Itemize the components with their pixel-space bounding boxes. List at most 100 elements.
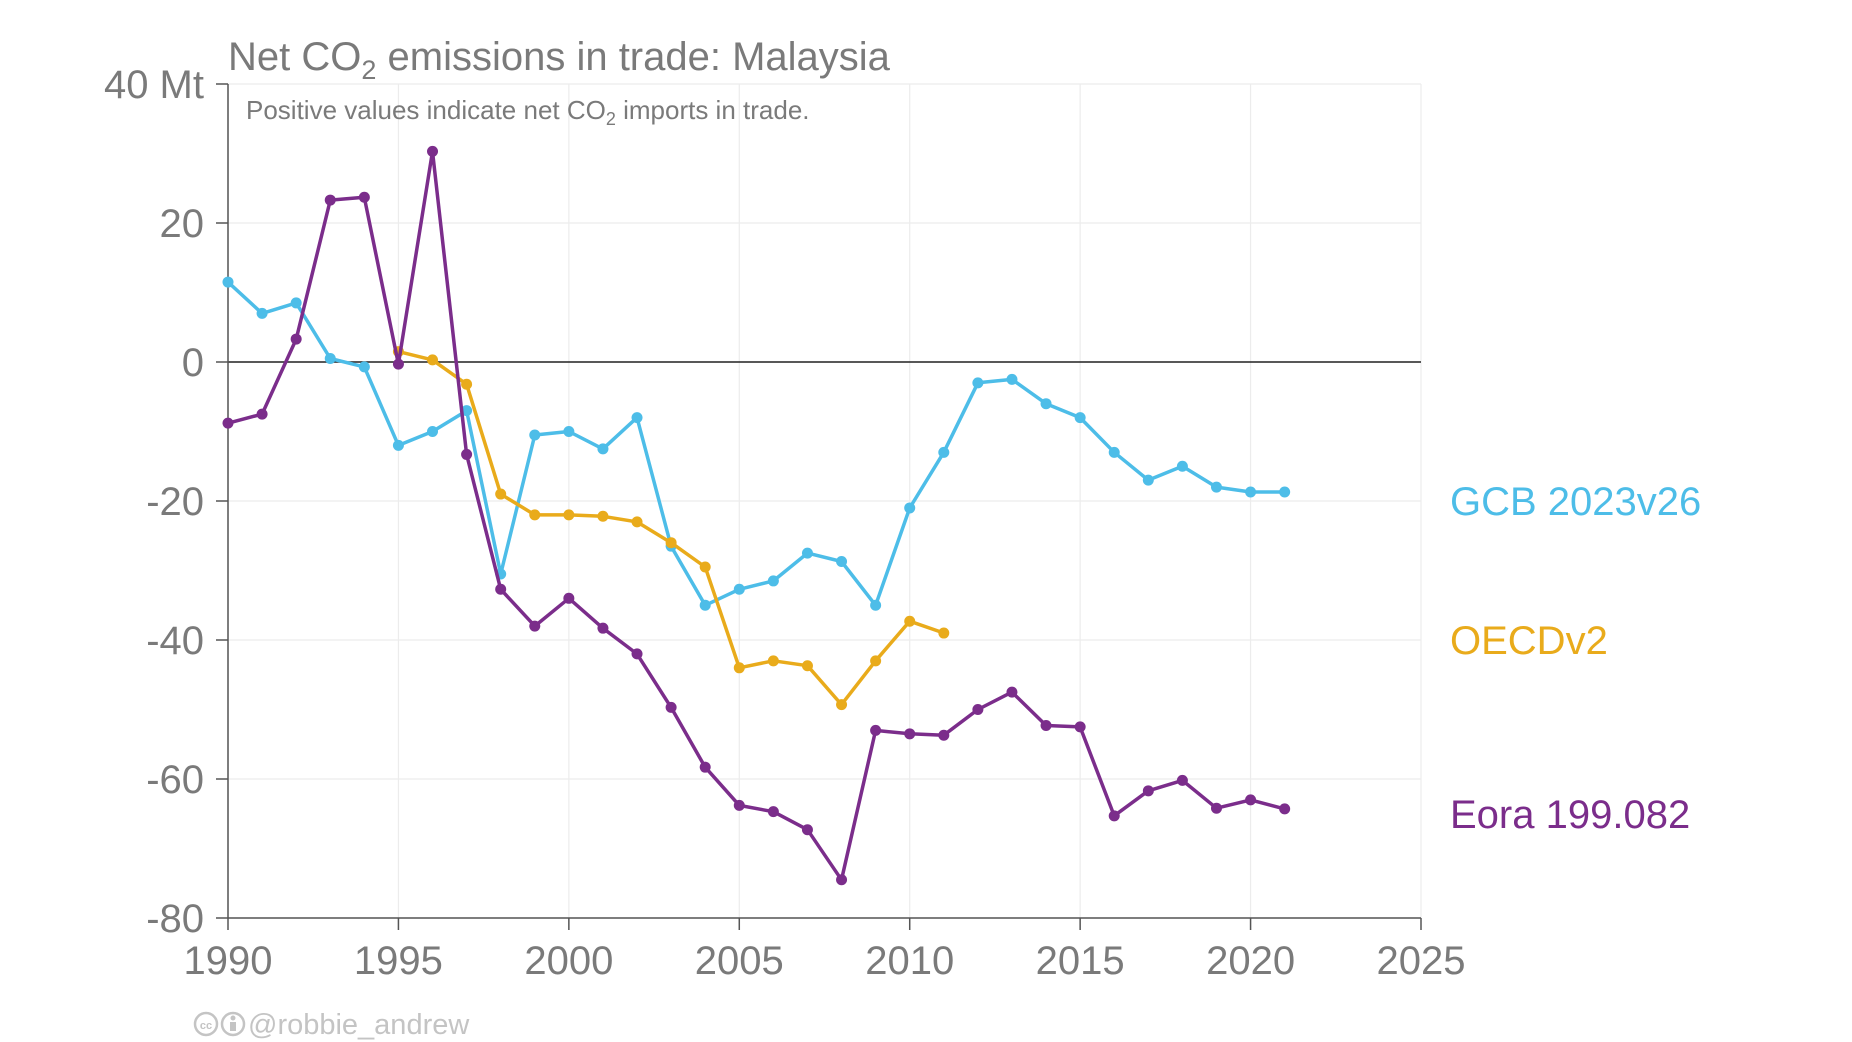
data-point-eora-199-082 — [358, 191, 370, 203]
data-point-oecdv2 — [767, 655, 779, 667]
data-point-gcb-2023v26 — [1074, 412, 1086, 424]
data-point-eora-199-082 — [904, 728, 916, 740]
data-point-gcb-2023v26 — [427, 426, 439, 437]
series-gcb-2023v26 — [222, 276, 1291, 611]
data-point-eora-199-082 — [1176, 774, 1188, 786]
y-tick-label: -80 — [146, 897, 204, 941]
x-tick-label: 2020 — [1206, 939, 1295, 983]
attribution-icon — [220, 1011, 246, 1037]
data-point-oecdv2 — [733, 662, 745, 674]
data-point-gcb-2023v26 — [870, 599, 882, 611]
data-point-eora-199-082 — [256, 408, 268, 420]
y-tick-label: 20 — [160, 202, 205, 246]
data-point-oecdv2 — [699, 561, 711, 573]
data-point-eora-199-082 — [1040, 719, 1052, 731]
data-point-oecdv2 — [495, 488, 507, 500]
data-point-gcb-2023v26 — [222, 276, 234, 288]
data-point-eora-199-082 — [563, 592, 575, 604]
x-tick-label: 2010 — [865, 939, 954, 983]
data-point-oecdv2 — [870, 655, 882, 667]
data-point-eora-199-082 — [938, 729, 950, 741]
cc-icon-text: cc — [200, 1020, 212, 1032]
data-point-gcb-2023v26 — [767, 575, 779, 587]
y-tick-label: -20 — [146, 480, 204, 524]
data-point-gcb-2023v26 — [1245, 486, 1257, 498]
series — [222, 145, 1291, 886]
data-point-gcb-2023v26 — [1040, 398, 1052, 410]
series-label-oecdv2: OECDv2 — [1450, 619, 1608, 663]
data-point-eora-199-082 — [836, 874, 848, 886]
x-tick-label: 1990 — [184, 939, 273, 983]
data-point-eora-199-082 — [733, 799, 745, 811]
data-point-eora-199-082 — [631, 648, 643, 660]
data-point-eora-199-082 — [222, 417, 234, 429]
data-point-gcb-2023v26 — [938, 446, 950, 458]
x-tick-label: 2015 — [1036, 939, 1125, 983]
data-point-gcb-2023v26 — [529, 429, 541, 441]
data-point-gcb-2023v26 — [597, 443, 609, 455]
chart-subtitle: Positive values indicate net CO2 imports… — [246, 95, 810, 129]
data-point-eora-199-082 — [290, 333, 302, 345]
data-point-gcb-2023v26 — [1279, 486, 1291, 498]
data-point-gcb-2023v26 — [1176, 460, 1188, 472]
data-point-eora-199-082 — [870, 724, 882, 736]
y-tick-label: 0 — [182, 341, 204, 385]
attribution-icon-body — [230, 1022, 236, 1031]
data-point-eora-199-082 — [392, 358, 404, 370]
credit-label: @robbie_andrew — [248, 1009, 470, 1041]
data-point-gcb-2023v26 — [1108, 446, 1120, 458]
data-point-eora-199-082 — [427, 145, 439, 157]
data-point-eora-199-082 — [1245, 794, 1257, 806]
data-point-eora-199-082 — [801, 824, 813, 836]
series-line-eora-199-082 — [226, 149, 1287, 882]
data-point-eora-199-082 — [1279, 803, 1291, 815]
series-eora-199-082 — [222, 145, 1291, 886]
data-point-gcb-2023v26 — [801, 547, 813, 559]
data-point-oecdv2 — [461, 378, 473, 390]
data-point-eora-199-082 — [597, 622, 609, 634]
data-point-gcb-2023v26 — [1210, 481, 1222, 493]
data-point-gcb-2023v26 — [392, 439, 404, 451]
y-tick-label: -40 — [146, 619, 204, 663]
data-point-oecdv2 — [427, 354, 439, 366]
data-point-eora-199-082 — [495, 583, 507, 595]
data-point-oecdv2 — [665, 537, 677, 549]
data-point-oecdv2 — [631, 516, 643, 528]
series-line-gcb-2023v26 — [226, 280, 1287, 608]
data-point-eora-199-082 — [972, 704, 984, 715]
data-point-eora-199-082 — [324, 194, 336, 206]
series-label-gcb-2023v26: GCB 2023v26 — [1450, 480, 1701, 524]
y-tick-label: -60 — [146, 758, 204, 802]
data-point-gcb-2023v26 — [1142, 474, 1154, 486]
data-point-oecdv2 — [801, 660, 813, 672]
data-point-gcb-2023v26 — [699, 599, 711, 611]
data-point-eora-199-082 — [767, 806, 779, 818]
data-point-eora-199-082 — [1142, 785, 1154, 797]
data-point-gcb-2023v26 — [256, 307, 268, 319]
data-point-gcb-2023v26 — [631, 412, 643, 424]
data-point-gcb-2023v26 — [1006, 373, 1018, 385]
series-line-oecdv2 — [396, 349, 946, 707]
data-point-gcb-2023v26 — [290, 297, 302, 309]
series-label-eora-199-082: Eora 199.082 — [1450, 793, 1690, 837]
data-point-eora-199-082 — [529, 620, 541, 632]
data-point-oecdv2 — [836, 699, 848, 711]
data-point-eora-199-082 — [1074, 721, 1086, 733]
data-point-gcb-2023v26 — [904, 502, 916, 514]
data-point-gcb-2023v26 — [461, 405, 473, 417]
attribution-icon-head — [230, 1015, 236, 1021]
series-oecdv2 — [392, 346, 950, 711]
data-point-oecdv2 — [529, 509, 541, 521]
data-point-eora-199-082 — [461, 448, 473, 460]
data-point-eora-199-082 — [1108, 810, 1120, 822]
data-point-gcb-2023v26 — [563, 426, 575, 437]
data-point-eora-199-082 — [665, 701, 677, 713]
data-point-gcb-2023v26 — [972, 377, 984, 389]
data-point-oecdv2 — [597, 510, 609, 522]
data-point-oecdv2 — [904, 615, 916, 627]
data-point-gcb-2023v26 — [733, 583, 745, 595]
grid — [227, 83, 1422, 919]
data-point-gcb-2023v26 — [358, 361, 370, 373]
x-tick-label: 2025 — [1377, 939, 1466, 983]
